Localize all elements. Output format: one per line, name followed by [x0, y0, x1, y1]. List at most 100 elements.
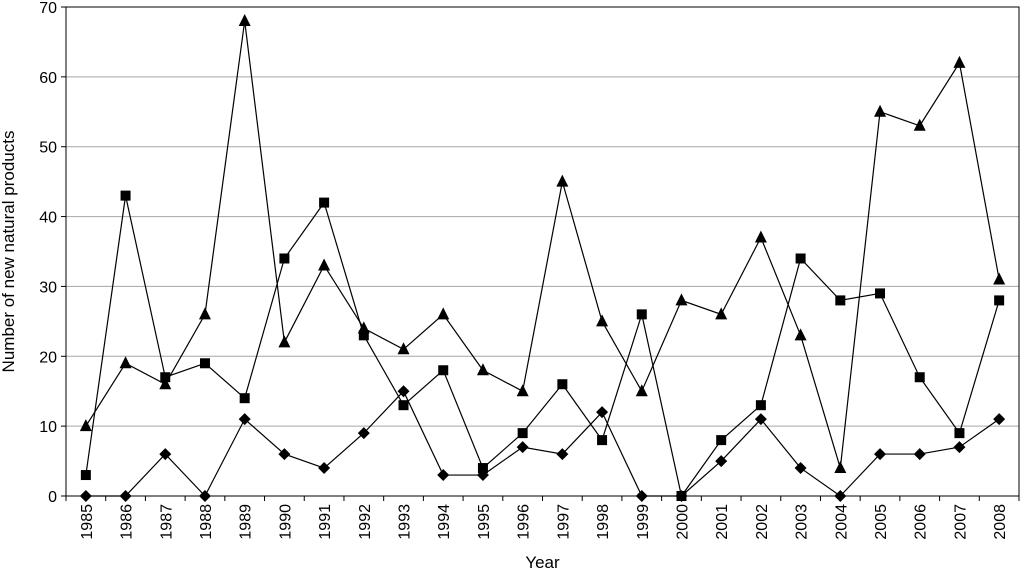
- data-point-square: [676, 491, 687, 501]
- data-point-triangle: [953, 55, 966, 68]
- data-point-square: [438, 365, 449, 376]
- y-tick-label: 20: [39, 349, 57, 366]
- data-point-triangle: [993, 272, 1006, 285]
- x-tick-label: 1998: [595, 504, 612, 540]
- data-point-square: [716, 435, 727, 446]
- data-point-diamond: [754, 413, 767, 426]
- data-point-square: [358, 330, 369, 341]
- data-point-diamond: [913, 448, 926, 461]
- data-point-square: [795, 253, 806, 264]
- data-point-square: [755, 400, 766, 411]
- x-tick-label: 1990: [277, 504, 294, 540]
- data-point-triangle: [675, 293, 688, 306]
- data-point-triangle: [556, 174, 569, 187]
- data-point-diamond: [556, 448, 569, 461]
- data-point-square: [279, 253, 290, 264]
- tick-labels: 0 10 20 30 40 50 60 70 1985 1986 1987 1988 1989 1990 1…: [39, 0, 1009, 540]
- data-point-diamond: [79, 490, 92, 502]
- y-tick-label: 60: [39, 70, 57, 87]
- x-tick-label: 1993: [397, 504, 414, 540]
- data-point-square: [239, 393, 250, 404]
- y-tick-label: 70: [39, 0, 57, 17]
- x-axis-title: Year: [525, 553, 560, 570]
- data-point-triangle: [635, 384, 648, 397]
- data-point-triangle: [79, 419, 92, 432]
- data-point-diamond: [953, 441, 966, 454]
- data-point-square: [319, 197, 330, 208]
- series: [79, 13, 1006, 502]
- data-point-diamond: [357, 427, 370, 440]
- data-point-square: [914, 372, 925, 383]
- x-tick-label: 2000: [674, 504, 691, 540]
- data-point-triangle: [913, 118, 926, 131]
- data-point-square: [994, 295, 1005, 306]
- x-tick-label: 1995: [476, 504, 493, 540]
- y-tick-label: 0: [48, 489, 57, 506]
- x-tick-label: 1989: [238, 504, 255, 540]
- data-point-diamond: [715, 455, 728, 468]
- data-point-diamond: [159, 448, 172, 461]
- x-tick-label: 1987: [158, 504, 175, 540]
- data-point-triangle: [198, 307, 211, 320]
- data-point-square: [954, 428, 965, 439]
- data-point-square: [398, 400, 409, 411]
- data-point-diamond: [993, 413, 1006, 426]
- data-point-triangle: [516, 384, 529, 397]
- x-tick-label: 1992: [357, 504, 374, 540]
- data-point-diamond: [119, 490, 132, 502]
- series-triangle: [79, 13, 1006, 474]
- x-tick-label: 2004: [833, 504, 850, 540]
- data-point-triangle: [397, 342, 410, 355]
- data-point-triangle: [238, 13, 251, 26]
- x-tick-label: 1996: [516, 504, 533, 540]
- data-point-diamond: [318, 462, 331, 475]
- data-point-triangle: [715, 307, 728, 320]
- x-tick-label: 2002: [754, 504, 771, 540]
- data-point-diamond: [834, 490, 847, 502]
- data-point-square: [597, 435, 608, 446]
- data-point-square: [557, 379, 568, 390]
- plot-area: [66, 7, 1019, 496]
- x-tick-label: 1997: [555, 504, 572, 540]
- y-axis-title: Number of new natural products: [0, 131, 18, 373]
- data-point-triangle: [278, 335, 291, 348]
- series-square-line: [85, 195, 1000, 498]
- data-point-triangle: [476, 363, 489, 376]
- x-tick-label: 2008: [992, 504, 1009, 540]
- data-point-diamond: [238, 413, 251, 426]
- x-tick-label: 2007: [952, 504, 969, 540]
- x-tick-label: 1986: [119, 504, 136, 540]
- data-point-triangle: [794, 328, 807, 341]
- data-point-diamond: [397, 385, 410, 398]
- x-tick-label: 1999: [635, 504, 652, 540]
- x-tick-label: 1994: [436, 504, 453, 540]
- y-tick-label: 30: [39, 279, 57, 296]
- data-point-triangle: [754, 230, 767, 243]
- data-point-triangle: [834, 461, 847, 474]
- x-tick-label: 2001: [714, 504, 731, 540]
- gridlines: [66, 6, 1019, 496]
- series-triangle-line: [85, 20, 1000, 469]
- axes: [61, 6, 1020, 501]
- x-tick-label: 1985: [79, 504, 96, 540]
- data-point-diamond: [278, 448, 291, 461]
- data-point-triangle: [119, 356, 132, 369]
- data-point-square: [875, 288, 886, 299]
- data-point-square: [835, 295, 846, 306]
- x-tick-label: 2003: [794, 504, 811, 540]
- y-tick-label: 10: [39, 419, 57, 436]
- data-point-square: [80, 470, 91, 481]
- data-point-square: [120, 190, 131, 201]
- x-tick-label: 2006: [913, 504, 930, 540]
- data-point-triangle: [874, 104, 887, 117]
- data-point-square: [199, 358, 210, 369]
- data-point-diamond: [874, 448, 887, 461]
- data-point-square: [636, 309, 647, 320]
- data-point-triangle: [318, 258, 331, 271]
- data-point-diamond: [794, 462, 807, 475]
- data-point-triangle: [357, 321, 370, 334]
- x-tick-label: 1988: [198, 504, 215, 540]
- x-tick-label: 2005: [873, 504, 890, 540]
